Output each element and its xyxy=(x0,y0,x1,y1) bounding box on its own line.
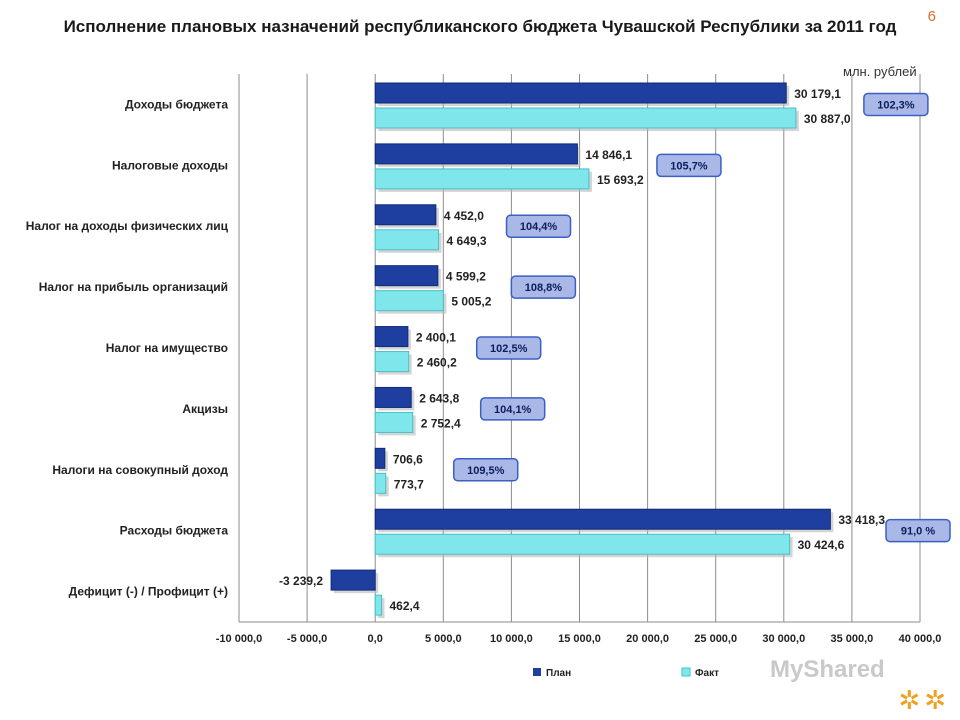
bar-fact xyxy=(374,472,387,494)
category-label: Дефицит (-) / Профицит (+) xyxy=(69,585,228,599)
category-label: Налоги на совокупный доход xyxy=(52,463,228,477)
data-label: 773,7 xyxy=(394,477,424,491)
data-label: 4 452,0 xyxy=(444,209,484,223)
x-tick-label: 40 000,0 xyxy=(899,633,942,645)
data-label: 2 400,1 xyxy=(416,331,456,345)
bar-fact xyxy=(374,107,797,129)
x-tick-label: 10 000,0 xyxy=(490,633,533,645)
percent-badge-label: 105,7% xyxy=(670,160,708,172)
bar-fact xyxy=(374,533,791,555)
bar-fact xyxy=(374,168,590,190)
category-label: Доходы бюджета xyxy=(125,97,228,111)
legend-label-plan: План xyxy=(546,668,571,679)
bar-plan xyxy=(374,508,831,530)
category-label: Налог на имущество xyxy=(106,341,228,355)
bar-plan xyxy=(374,143,578,165)
category-label: Налог на прибыль организаций xyxy=(39,280,228,294)
category-label: Акцизы xyxy=(182,402,228,416)
percent-badge-label: 104,4% xyxy=(520,221,558,233)
percent-badge xyxy=(510,275,577,299)
units-label: млн. рублей xyxy=(843,64,917,79)
x-tick-label: 25 000,0 xyxy=(694,633,737,645)
x-tick-label: -10 000,0 xyxy=(216,633,262,645)
data-label: 4 599,2 xyxy=(446,270,486,284)
bar-plan xyxy=(374,82,787,104)
category-label: Налоговые доходы xyxy=(112,158,228,172)
x-tick-label: 0,0 xyxy=(368,633,383,645)
percent-badge-label: 91,0 % xyxy=(901,526,935,538)
bar-plan xyxy=(374,326,409,348)
data-label: 4 649,3 xyxy=(447,234,487,248)
x-tick-label: 30 000,0 xyxy=(762,633,805,645)
percent-badge xyxy=(479,397,546,421)
x-tick-label: -5 000,0 xyxy=(287,633,327,645)
bar-plan xyxy=(374,386,412,408)
x-tick-label: 5 000,0 xyxy=(425,633,462,645)
data-label: -3 239,2 xyxy=(279,574,323,588)
data-label: 2 460,2 xyxy=(417,356,457,370)
percent-badge xyxy=(863,92,929,117)
percent-badge-label: 102,5% xyxy=(490,343,528,355)
x-tick-label: 35 000,0 xyxy=(830,633,873,645)
legend-label-fact: Факт xyxy=(695,668,719,679)
percent-badge xyxy=(885,518,951,543)
percent-badge-label: 104,1% xyxy=(494,404,532,416)
x-tick-label: 20 000,0 xyxy=(626,633,669,645)
data-label: 2 752,4 xyxy=(421,416,461,430)
data-label: 15 693,2 xyxy=(597,173,644,187)
data-label: 30 179,1 xyxy=(794,87,841,101)
bar-fact xyxy=(374,594,382,616)
legend-swatch-fact xyxy=(681,667,691,677)
bar-fact xyxy=(374,229,440,251)
data-label: 5 005,2 xyxy=(451,295,491,309)
watermark-star-icon: ✲✲ xyxy=(898,685,950,715)
percent-badge xyxy=(475,336,542,360)
percent-badge-label: 108,8% xyxy=(525,282,563,294)
watermark-text: MyShared xyxy=(770,656,885,683)
category-label: Расходы бюджета xyxy=(120,524,229,538)
chart-title: Исполнение плановых назначений республик… xyxy=(63,17,897,36)
data-label: 2 643,8 xyxy=(419,391,459,405)
data-label: 30 887,0 xyxy=(804,112,851,126)
bar-fact xyxy=(374,290,444,312)
legend-swatch-plan xyxy=(533,668,541,676)
percent-badge xyxy=(505,214,572,238)
slide-number: 6 xyxy=(927,8,936,25)
bar-fact xyxy=(374,351,410,373)
percent-badge xyxy=(656,153,722,178)
x-tick-label: 15 000,0 xyxy=(558,633,601,645)
bar-plan xyxy=(374,447,386,469)
percent-badge xyxy=(452,458,519,482)
percent-badge-label: 109,5% xyxy=(467,465,505,477)
data-label: 706,6 xyxy=(393,452,423,466)
category-label: Налог на доходы физических лиц xyxy=(26,219,229,233)
bar-plan xyxy=(374,204,437,226)
data-label: 33 418,3 xyxy=(838,513,885,527)
data-label: 30 424,6 xyxy=(798,538,845,552)
data-label: 462,4 xyxy=(389,599,419,613)
bar-fact xyxy=(374,411,414,433)
data-label: 14 846,1 xyxy=(585,148,632,162)
bar-plan xyxy=(374,265,439,287)
percent-badge-label: 102,3% xyxy=(877,99,915,111)
bar-plan xyxy=(330,569,376,591)
